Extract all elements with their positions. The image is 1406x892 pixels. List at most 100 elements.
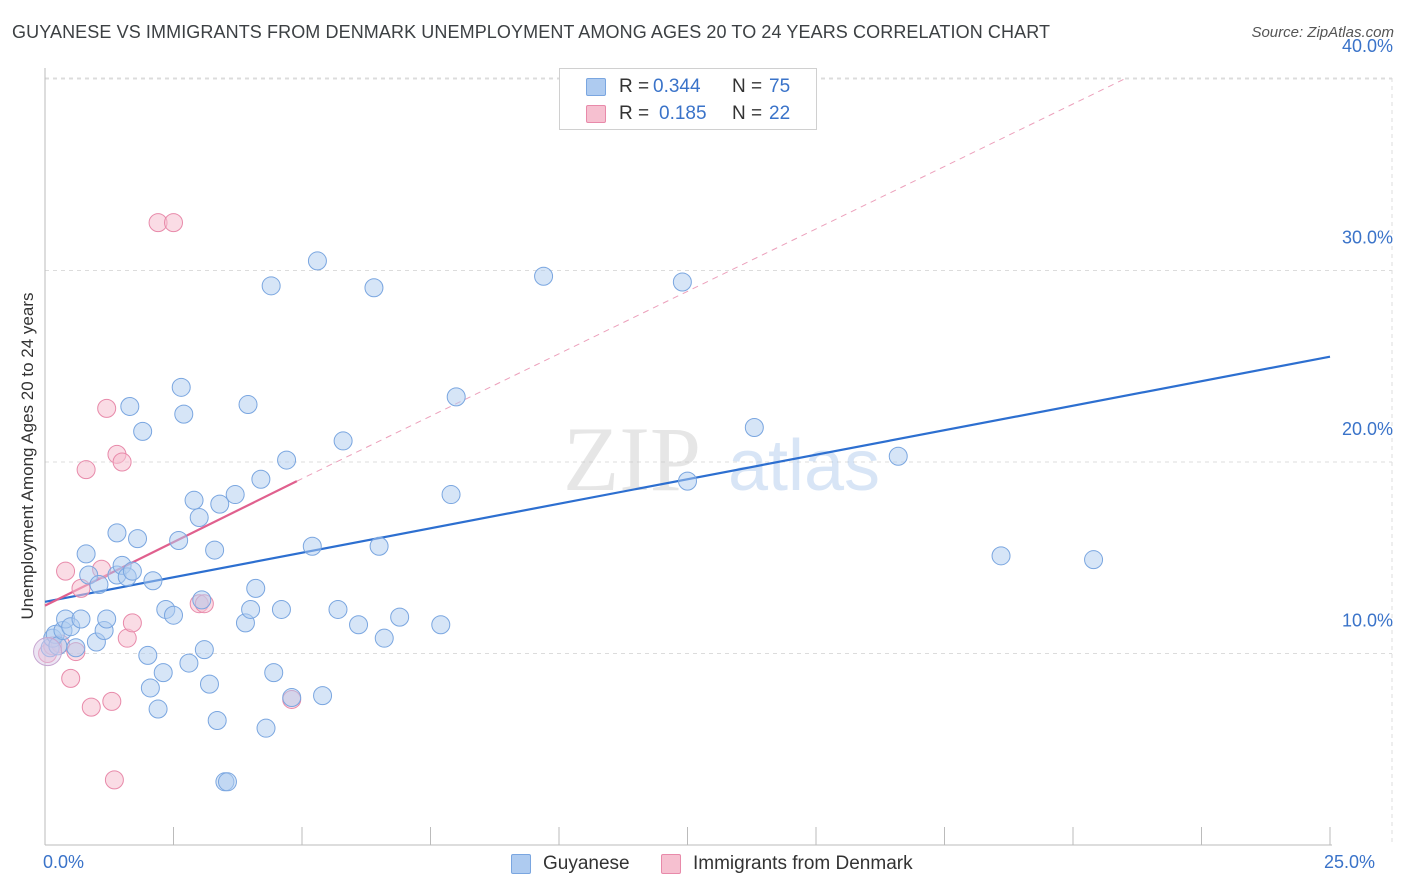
trend-lines bbox=[44, 78, 1331, 607]
guyanese-point bbox=[179, 653, 199, 673]
guyanese-point bbox=[271, 599, 291, 619]
watermark-atlas: atlas bbox=[728, 426, 880, 506]
guyanese-point bbox=[217, 772, 237, 792]
y-tick-label: 20.0% bbox=[1342, 419, 1393, 439]
denmark-point bbox=[56, 561, 76, 581]
legend-r-value: 0.185 bbox=[659, 103, 707, 124]
guyanese-point bbox=[138, 645, 158, 665]
guyanese-point bbox=[246, 578, 266, 598]
legend-r-value: 0.344 bbox=[653, 76, 701, 97]
guyanese-point bbox=[441, 485, 461, 505]
denmark-point bbox=[104, 770, 124, 790]
denmark-trend-extension bbox=[296, 78, 1125, 482]
guyanese-point bbox=[107, 523, 127, 543]
bottom-legend-swatch-pink bbox=[661, 854, 681, 874]
guyanese-point bbox=[120, 396, 140, 416]
denmark-point bbox=[81, 697, 101, 717]
guyanese-point bbox=[678, 471, 697, 491]
legend-swatch-blue bbox=[586, 78, 606, 96]
chart-title: GUYANESE VS IMMIGRANTS FROM DENMARK UNEM… bbox=[12, 22, 1051, 42]
guyanese-point bbox=[328, 599, 348, 619]
y-tick-label: 30.0% bbox=[1342, 228, 1393, 248]
guyanese-point bbox=[140, 678, 160, 698]
guyanese-point bbox=[174, 404, 194, 424]
guyanese-point bbox=[194, 640, 214, 660]
guyanese-point bbox=[148, 699, 168, 719]
guyanese-point bbox=[133, 421, 153, 441]
denmark-point bbox=[112, 452, 132, 472]
bottom-legend-swatch-blue bbox=[511, 854, 531, 874]
guyanese-point bbox=[97, 609, 117, 629]
guyanese-point bbox=[225, 485, 245, 505]
legend-r-label: R = bbox=[619, 76, 650, 97]
guyanese-point bbox=[333, 431, 353, 451]
guyanese-point bbox=[192, 590, 212, 610]
guyanese-point bbox=[672, 272, 692, 292]
guyanese-point bbox=[446, 387, 466, 407]
guyanese-point bbox=[349, 615, 369, 635]
legend-r-label: R = bbox=[619, 103, 650, 124]
legend-n-label: N = bbox=[732, 76, 763, 97]
guyanese-point bbox=[390, 607, 410, 627]
y-tick-labels: 10.0% 20.0% 30.0% 40.0% bbox=[1342, 36, 1393, 631]
bottom-legend-label: Guyanese bbox=[543, 853, 630, 874]
guyanese-point bbox=[264, 663, 284, 683]
correlation-legend: R = 0.344 N = 75 R = 0.185 N = 22 bbox=[559, 68, 817, 130]
denmark-point bbox=[102, 691, 122, 711]
y-tick-label: 40.0% bbox=[1342, 36, 1393, 56]
legend-n-value: 22 bbox=[769, 103, 791, 124]
cluster-point bbox=[33, 637, 63, 667]
guyanese-point bbox=[66, 638, 86, 658]
guyanese-point bbox=[169, 531, 189, 551]
y-axis-label: Unemployment Among Ages 20 to 24 years bbox=[18, 292, 37, 620]
x-min-label: 0.0% bbox=[43, 852, 85, 872]
guyanese-point bbox=[153, 663, 173, 683]
guyanese-point bbox=[307, 251, 327, 271]
x-max-label: 25.0% bbox=[1324, 852, 1376, 872]
guyanese-point bbox=[369, 536, 389, 556]
guyanese-point bbox=[210, 494, 230, 514]
bottom-legend-label: Immigrants from Denmark bbox=[693, 853, 913, 874]
denmark-point bbox=[97, 398, 117, 418]
denmark-point bbox=[164, 213, 183, 233]
guyanese-point bbox=[277, 450, 297, 470]
guyanese-point bbox=[261, 276, 281, 296]
guyanese-point bbox=[199, 674, 219, 694]
guyanese-point bbox=[282, 688, 302, 708]
guyanese-point bbox=[1084, 550, 1104, 570]
guyanese-point bbox=[184, 490, 204, 510]
guyanese-point bbox=[71, 609, 91, 629]
legend-n-value: 75 bbox=[769, 76, 791, 97]
guyanese-point bbox=[205, 540, 225, 560]
source-credit: Source: ZipAtlas.com bbox=[1251, 24, 1394, 41]
guyanese-point bbox=[189, 508, 209, 528]
legend-swatch-pink bbox=[586, 105, 606, 123]
denmark-point bbox=[61, 668, 81, 688]
denmark-point bbox=[122, 613, 142, 633]
guyanese-point bbox=[164, 605, 183, 625]
data-points bbox=[33, 213, 1104, 792]
guyanese-point bbox=[207, 711, 227, 731]
watermark-zip: ZIP bbox=[563, 408, 701, 510]
guyanese-point bbox=[991, 546, 1011, 566]
guyanese-point bbox=[744, 418, 764, 438]
denmark-point bbox=[76, 460, 96, 480]
grid-lines bbox=[45, 77, 1393, 845]
guyanese-point bbox=[171, 377, 191, 397]
guyanese-point bbox=[238, 395, 258, 415]
guyanese-point bbox=[128, 529, 148, 549]
y-tick-label: 10.0% bbox=[1342, 611, 1393, 631]
guyanese-point bbox=[431, 615, 451, 635]
guyanese-point bbox=[888, 446, 908, 466]
guyanese-point bbox=[241, 599, 261, 619]
guyanese-point bbox=[302, 536, 322, 556]
guyanese-point bbox=[143, 571, 163, 591]
guyanese-point bbox=[122, 561, 142, 581]
guyanese-point bbox=[534, 266, 554, 286]
guyanese-point bbox=[256, 718, 276, 738]
legend-n-label: N = bbox=[732, 103, 763, 124]
axes bbox=[44, 68, 1332, 846]
guyanese-point bbox=[76, 544, 96, 564]
guyanese-point bbox=[251, 469, 271, 489]
